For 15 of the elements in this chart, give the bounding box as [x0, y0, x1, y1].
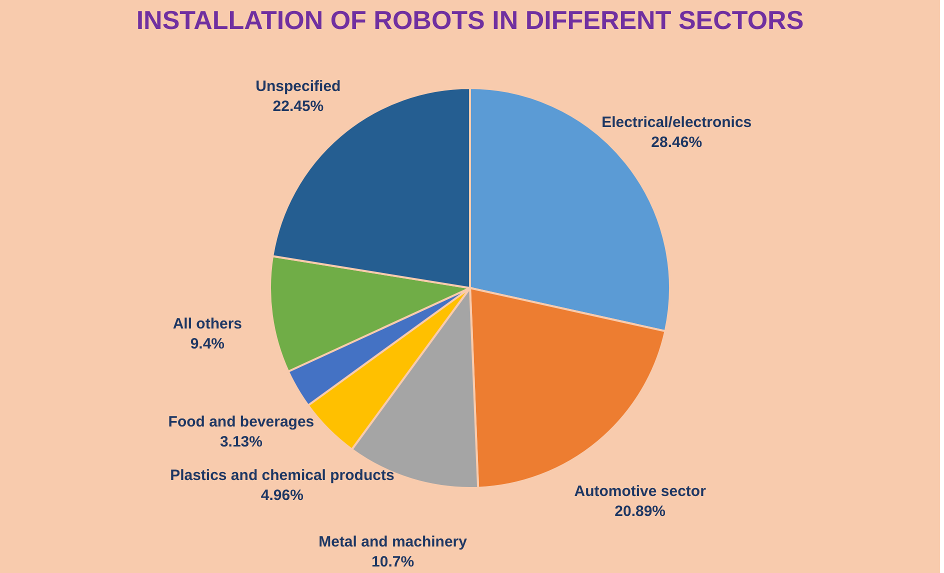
data-label: 22.45%: [272, 98, 324, 116]
slice-label: Plastics and chemical products: [170, 466, 394, 484]
data-label: 20.89%: [614, 503, 666, 520]
data-label: 10.7%: [372, 554, 414, 570]
slice-label: Automotive sector: [574, 483, 706, 500]
slice-label: Metal and machinery: [318, 534, 468, 550]
data-label: 3.13%: [220, 434, 262, 451]
chart-title: INSTALLATION OF ROBOTS IN DIFFERENT SECTORS: [136, 5, 804, 35]
slice-label: Electrical/electronics: [602, 114, 752, 132]
data-label: 9.4%: [190, 336, 225, 353]
slice-label: All others: [172, 316, 242, 333]
data-label: 4.96%: [260, 486, 304, 504]
data-label: 28.46%: [651, 134, 702, 152]
slice-label: Food and beverages: [168, 414, 314, 431]
slice-label: Unspecified: [256, 78, 341, 96]
